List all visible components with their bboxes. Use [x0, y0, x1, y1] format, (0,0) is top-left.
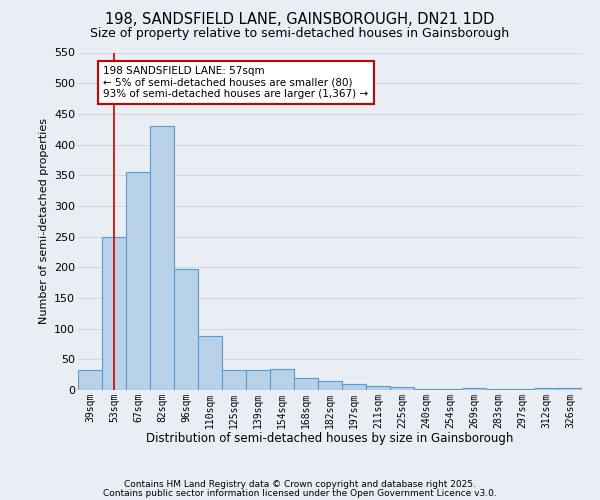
- Bar: [174, 268, 198, 390]
- Text: Size of property relative to semi-detached houses in Gainsborough: Size of property relative to semi-detach…: [91, 28, 509, 40]
- Bar: [366, 386, 390, 390]
- Y-axis label: Number of semi-detached properties: Number of semi-detached properties: [38, 118, 49, 324]
- Bar: [294, 378, 318, 390]
- Text: 198, SANDSFIELD LANE, GAINSBOROUGH, DN21 1DD: 198, SANDSFIELD LANE, GAINSBOROUGH, DN21…: [106, 12, 494, 28]
- Bar: [198, 336, 222, 390]
- Bar: [318, 381, 342, 390]
- Bar: [126, 172, 150, 390]
- Bar: [414, 389, 438, 390]
- X-axis label: Distribution of semi-detached houses by size in Gainsborough: Distribution of semi-detached houses by …: [146, 432, 514, 445]
- Bar: [342, 384, 366, 390]
- Bar: [462, 388, 486, 390]
- Bar: [390, 387, 414, 390]
- Bar: [246, 370, 270, 390]
- Bar: [150, 126, 174, 390]
- Text: Contains HM Land Registry data © Crown copyright and database right 2025.: Contains HM Land Registry data © Crown c…: [124, 480, 476, 489]
- Bar: [438, 389, 462, 390]
- Text: 198 SANDSFIELD LANE: 57sqm
← 5% of semi-detached houses are smaller (80)
93% of : 198 SANDSFIELD LANE: 57sqm ← 5% of semi-…: [103, 66, 368, 99]
- Bar: [78, 370, 102, 390]
- Bar: [534, 388, 558, 390]
- Text: Contains public sector information licensed under the Open Government Licence v3: Contains public sector information licen…: [103, 489, 497, 498]
- Bar: [270, 368, 294, 390]
- Bar: [102, 236, 126, 390]
- Bar: [558, 388, 582, 390]
- Bar: [222, 370, 246, 390]
